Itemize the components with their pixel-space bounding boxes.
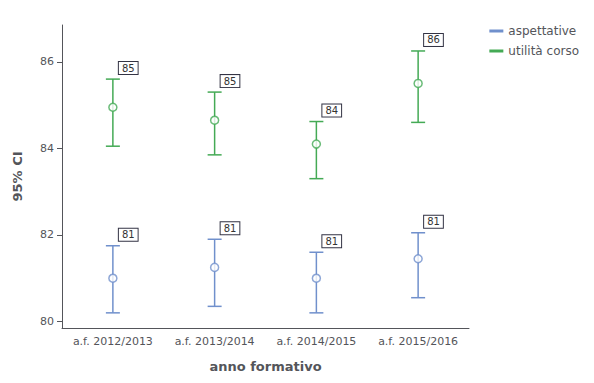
svg-text:80: 80 — [40, 315, 54, 328]
svg-text:84: 84 — [325, 105, 338, 116]
svg-text:81: 81 — [325, 236, 338, 247]
svg-text:a.f. 2015/2016: a.f. 2015/2016 — [378, 335, 458, 348]
svg-text:utilità corso: utilità corso — [508, 44, 579, 58]
svg-text:81: 81 — [122, 229, 135, 240]
svg-text:81: 81 — [427, 216, 440, 227]
svg-text:85: 85 — [224, 76, 237, 87]
svg-text:86: 86 — [40, 55, 54, 68]
svg-text:86: 86 — [427, 34, 440, 45]
svg-text:a.f. 2013/2014: a.f. 2013/2014 — [175, 335, 255, 348]
svg-text:anno formativo: anno formativo — [209, 359, 321, 374]
svg-text:82: 82 — [40, 228, 54, 241]
svg-text:a.f. 2012/2013: a.f. 2012/2013 — [73, 335, 153, 348]
svg-text:85: 85 — [122, 63, 135, 74]
svg-text:aspettative: aspettative — [508, 24, 576, 38]
svg-text:a.f. 2014/2015: a.f. 2014/2015 — [276, 335, 356, 348]
svg-text:84: 84 — [40, 142, 54, 155]
svg-text:81: 81 — [224, 223, 237, 234]
svg-text:95% CI: 95% CI — [10, 151, 25, 201]
